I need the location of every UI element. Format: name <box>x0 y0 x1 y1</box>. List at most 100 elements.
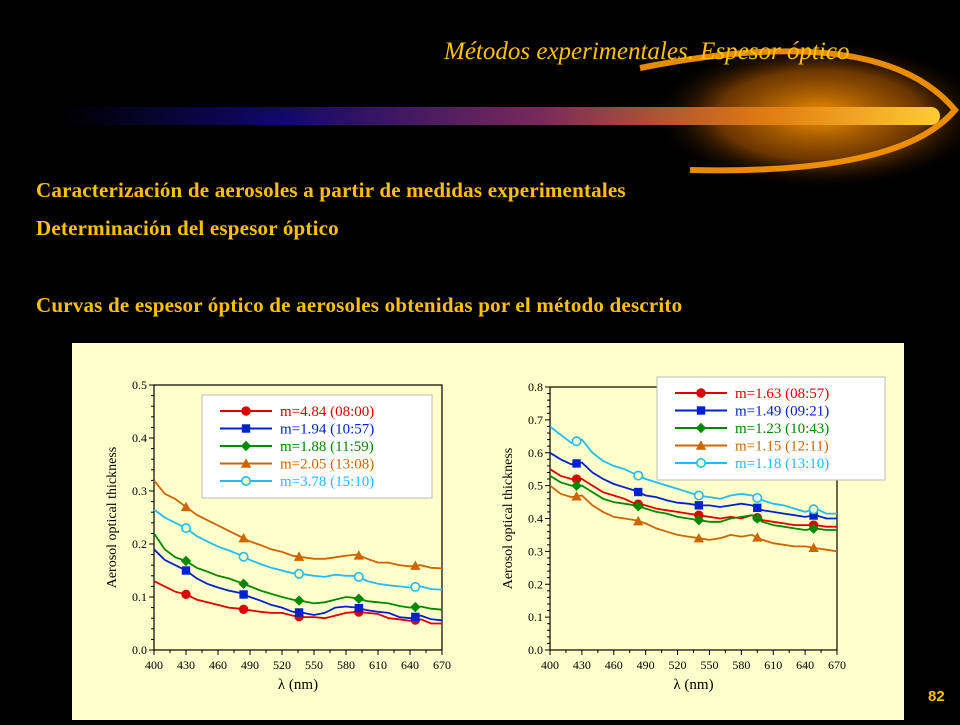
y-tick-label: 0.5 <box>132 378 147 392</box>
series-line <box>549 425 837 515</box>
data-point-marker <box>693 490 704 501</box>
legend-label: m=4.84 (08:00) <box>280 404 374 420</box>
data-point-marker <box>238 532 249 543</box>
legend-label: m=1.94 (10:57) <box>280 422 374 438</box>
legend: m=4.84 (08:00) m=1.94 (10:57)m=1.88 (11:5… <box>201 394 433 499</box>
data-point-marker <box>809 511 818 520</box>
data-point-marker <box>354 603 363 613</box>
heading-optical-thickness: Determinación del espesor óptico <box>36 216 339 240</box>
y-tick-label: 0.3 <box>528 544 543 558</box>
data-point-marker <box>752 532 763 542</box>
series-4 <box>549 484 838 553</box>
legend-marker <box>240 458 252 468</box>
figure-panel: 0.0 0.1 0.2 0.3 0.4 0.5 400 430 460 490 520 550 580 6… <box>72 343 904 720</box>
data-point-marker <box>353 593 364 604</box>
x-tick-label: 460 <box>209 658 227 672</box>
data-point-marker <box>238 578 249 590</box>
series-5 <box>153 508 443 592</box>
legend-label: m=1.63 (08:57) <box>735 386 829 402</box>
x-tick-label: 490 <box>637 658 655 672</box>
series-5 <box>549 425 837 515</box>
data-point-marker <box>410 560 421 570</box>
x-tick-label: 610 <box>764 658 782 672</box>
y-tick-label: 0.0 <box>528 643 543 657</box>
legend-marker <box>695 440 707 450</box>
legend-marker <box>696 388 706 398</box>
x-tick-label: 550 <box>305 658 323 672</box>
data-point-marker <box>571 480 582 491</box>
y-tick-label: 0.0 <box>132 643 147 657</box>
x-tick-label: 580 <box>732 658 750 672</box>
x-axis-label: λ (nm) <box>673 677 713 693</box>
page-number: 82 <box>928 688 945 705</box>
data-point-marker <box>633 515 644 526</box>
legend-label: m=1.88 (11:59) <box>280 439 374 455</box>
data-point-marker <box>180 555 192 567</box>
x-tick-label: 430 <box>573 658 591 672</box>
data-point-marker <box>353 571 364 582</box>
legend-label: m=2.05 (13:08) <box>280 457 374 473</box>
data-point-marker <box>238 604 249 614</box>
series-2 <box>153 548 443 622</box>
x-tick-label: 640 <box>401 658 419 672</box>
data-point-marker <box>410 601 421 613</box>
data-point-marker <box>752 492 763 503</box>
y-tick-label: 0.4 <box>528 512 543 526</box>
data-point-marker <box>180 501 192 512</box>
y-tick-label: 0.1 <box>528 610 543 624</box>
series-line <box>549 468 837 528</box>
heading-characterization: Caracterización de aerosoles a partir de… <box>36 178 626 202</box>
data-point-marker <box>808 504 819 515</box>
data-point-marker <box>238 551 249 562</box>
data-point-marker <box>753 503 762 513</box>
legend-marker <box>241 424 251 433</box>
y-tick-label: 0.8 <box>528 380 543 394</box>
x-tick-label: 670 <box>828 658 846 672</box>
data-point-marker <box>239 590 248 599</box>
data-point-marker <box>808 542 819 552</box>
x-tick-label: 580 <box>337 658 355 672</box>
x-tick-label: 550 <box>700 658 718 672</box>
data-point-marker <box>181 523 192 534</box>
x-tick-label: 610 <box>369 658 387 672</box>
y-axis-label: Aerosol optical thickness <box>501 448 516 590</box>
data-point-marker <box>633 470 644 481</box>
data-point-marker <box>410 581 421 592</box>
title-swoosh-decoration <box>60 40 960 190</box>
data-point-marker <box>752 513 763 524</box>
data-point-marker <box>693 533 705 543</box>
y-tick-label: 0.2 <box>528 577 543 591</box>
legend-marker <box>240 440 252 452</box>
data-point-marker <box>293 595 305 606</box>
x-tick-label: 430 <box>177 658 195 672</box>
y-tick-label: 0.7 <box>528 413 543 427</box>
legend-label: m=1.23 (10:43) <box>735 421 829 437</box>
x-tick-label: 670 <box>433 658 451 672</box>
y-tick-label: 0.5 <box>528 479 543 493</box>
series-line <box>549 475 837 531</box>
y-axis-label: Aerosol optical thickness <box>105 447 120 589</box>
data-point-marker <box>571 491 582 501</box>
data-point-marker <box>694 501 704 510</box>
legend-label: m=3.78 (15:10) <box>280 474 374 490</box>
data-point-marker <box>181 566 191 575</box>
heading-curves: Curvas de espesor óptico de aerosoles ob… <box>36 293 683 317</box>
x-tick-label: 520 <box>669 658 687 672</box>
data-point-marker <box>181 589 191 600</box>
y-tick-label: 0.1 <box>132 590 147 604</box>
data-point-marker <box>808 523 819 534</box>
slide-title: Métodos experimentales. Espesor óptico <box>444 38 850 65</box>
legend-label: m=1.15 (12:11) <box>735 439 829 455</box>
legend-label: m=1.18 (13:10) <box>735 456 829 472</box>
x-tick-label: 400 <box>145 658 163 672</box>
x-tick-label: 520 <box>273 658 291 672</box>
figure-canvas: 0.0 0.1 0.2 0.3 0.4 0.5 400 430 460 490 520 550 580 6… <box>105 376 886 693</box>
data-point-marker <box>353 550 364 560</box>
x-tick-label: 400 <box>541 658 559 672</box>
y-tick-label: 0.4 <box>132 431 147 445</box>
legend-label: m=1.49 (09:21) <box>735 404 829 420</box>
data-point-marker <box>633 501 644 512</box>
x-tick-label: 490 <box>241 658 259 672</box>
data-point-marker <box>571 436 582 447</box>
series-2 <box>549 452 837 520</box>
